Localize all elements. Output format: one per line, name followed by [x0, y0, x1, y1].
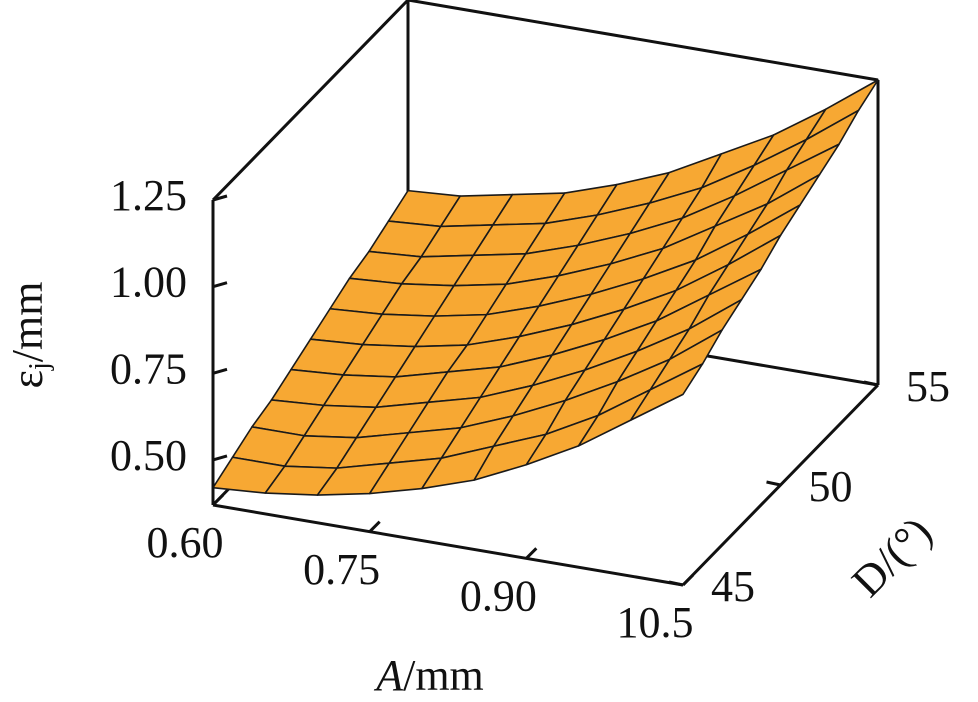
z-tick-label: 1.25 — [110, 171, 187, 220]
x-tick — [681, 573, 695, 587]
y-tick — [766, 480, 781, 487]
surface — [212, 79, 879, 496]
x-tick — [211, 493, 225, 507]
x-tick-label: 0.60 — [147, 518, 224, 567]
x-axis-label-symbol: A — [373, 651, 404, 700]
z-axis-label: εj/mm — [3, 282, 55, 389]
x-axis-label-unit: /mm — [403, 651, 484, 700]
y-tick-label: 50 — [809, 462, 853, 511]
box-edge — [211, 0, 410, 202]
z-tick-label: 1.00 — [110, 258, 187, 307]
z-tick — [212, 194, 228, 202]
x-axis-label: A/mm — [373, 651, 484, 700]
y-tick — [668, 580, 684, 587]
y-axis-label: D/(°) — [842, 507, 941, 606]
box-edge — [407, 0, 879, 82]
x-tick-label: 0.90 — [460, 571, 537, 620]
z-axis-label-subscript: j — [24, 362, 55, 371]
y-tick-label: 45 — [711, 562, 755, 611]
y-tick — [863, 380, 879, 387]
x-tick-label: 10.5 — [617, 598, 694, 647]
box-edge — [212, 503, 684, 587]
x-tick — [368, 520, 381, 533]
z-axis-label-unit: /mm — [3, 282, 52, 363]
axes-box-front — [211, 0, 880, 587]
z-axis-label-symbol: ε — [3, 370, 52, 388]
y-tick-label: 55 — [906, 362, 950, 411]
z-tick — [212, 367, 228, 375]
x-tick — [525, 547, 538, 560]
labels: A/mm D/(°) εj/mm — [3, 282, 941, 701]
z-tick-label: 0.50 — [110, 431, 187, 480]
x-tick-label: 0.75 — [303, 545, 380, 594]
z-tick — [212, 454, 228, 462]
surface-cell — [629, 363, 704, 421]
z-tick — [212, 281, 228, 289]
z-tick-label: 0.75 — [110, 344, 187, 393]
